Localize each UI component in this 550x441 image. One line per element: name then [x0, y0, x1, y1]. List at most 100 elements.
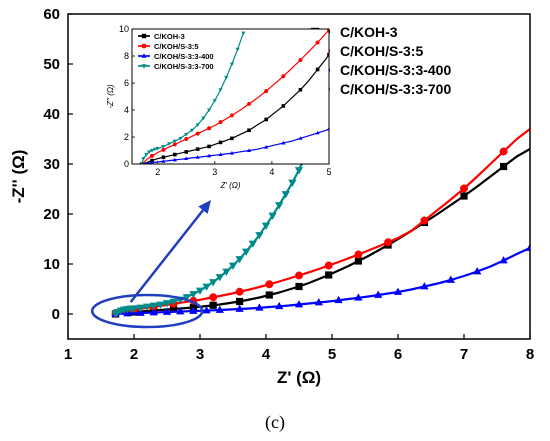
legend-marker-c-koh-s-3-3-700 [141, 64, 147, 69]
main-series-c-koh-s-3-5-point [295, 271, 303, 280]
inset-series-c-koh-3-point [247, 128, 251, 133]
inset-series-c-koh-s-3-3-700-point [189, 128, 195, 133]
inset-series-c-koh-s-3-3-700-point [144, 153, 149, 157]
main-series-c-koh-s-3-3-700-point [281, 191, 290, 199]
main-y-tick-label: 0 [52, 306, 60, 323]
main-series-c-koh-s-3-3-700-point [149, 302, 158, 310]
main-series-c-koh-s-3-5-point [324, 261, 333, 270]
inset-x-axis-title: Z' (Ω) [219, 181, 240, 190]
inset-series-c-koh-3-point [327, 52, 329, 57]
main-series-c-koh-s-3-3-400 [111, 243, 530, 317]
main-series-group [111, 128, 530, 319]
main-series-c-koh-s-3-3-700-point [209, 279, 218, 287]
inset-series-c-koh-s-3-3-700-point [218, 88, 223, 92]
main-series-c-koh-s-3-3-700-point [255, 232, 264, 240]
main-series-c-koh-s-3-3-700-point [222, 268, 231, 276]
main-series-c-koh-s-3-3-400-point [446, 275, 455, 283]
main-y-tick-label: 60 [43, 6, 60, 23]
inset-y-tick-label: 2 [124, 132, 129, 142]
main-series-c-koh-s-3-5-point [209, 293, 218, 302]
main-series-c-koh-s-3-3-700-point [228, 262, 238, 270]
main-y-tick-label: 20 [43, 206, 60, 223]
inset-x-tick-label: 2 [155, 167, 160, 177]
inset-series-c-koh-3-point [184, 150, 189, 154]
main-series-c-koh-s-3-3-400-point [393, 287, 403, 295]
inset-series-c-koh-s-3-5-point [281, 74, 286, 79]
legend-label-c-koh-s-3-5: C/KOH/S-3:5 [154, 42, 199, 51]
main-x-tick-label: 1 [64, 346, 72, 363]
legend-label-c-koh-3: C/KOH-3 [154, 32, 185, 41]
inset-series-c-koh-3-point [230, 136, 234, 141]
inset-series-c-koh-s-3-5-point [298, 58, 303, 63]
inset-plot-frame [131, 28, 330, 165]
inset-series-c-koh-s-3-3-400-point [172, 157, 177, 162]
main-series-c-koh-s-3-5-point [265, 280, 274, 289]
main-series-c-koh-s-3-3-400-point [235, 304, 244, 312]
inset-series-c-koh-s-3-3-400-point [246, 148, 252, 152]
inset-series-c-koh-s-3-3-400-point [281, 140, 286, 145]
inset-x-tick-label: 4 [269, 167, 274, 177]
inset-series-c-koh-3-point [218, 140, 223, 145]
main-series-c-koh-s-3-3-400-point [202, 306, 211, 314]
main-series-c-koh-s-3-3-400-point [294, 300, 304, 308]
main-x-tick-label: 7 [460, 346, 468, 363]
inset-background [132, 29, 329, 164]
main-series-c-koh-s-3-3-700-point [294, 167, 304, 175]
main-series-c-koh-s-3-3-700-point [202, 283, 211, 291]
main-series-c-koh-s-3-3-700-point [215, 274, 224, 282]
main-series-c-koh-s-3-3-400-point [354, 293, 363, 301]
main-series-c-koh-s-3-3-700-point [242, 248, 251, 256]
inset-series-c-koh-s-3-3-700-point [141, 157, 146, 161]
main-series-c-koh-s-3-3-400-point [334, 295, 343, 304]
inset-series-c-koh-s-3-3-700-point [161, 145, 166, 149]
main-series-c-koh-3-point [295, 282, 303, 291]
inset-y-tick-label: 10 [119, 24, 129, 34]
inset-series-c-koh-s-3-3-700-point [212, 99, 217, 103]
inset-series-c-koh-s-3-5-point [207, 126, 212, 131]
inset-series-c-koh-s-3-3-400-point [229, 151, 234, 155]
zoom-arrow [129, 209, 204, 303]
legend-label-c-koh-s-3-5: C/KOH/S-3:5 [340, 43, 423, 59]
legend-label-c-koh-s-3-3-700: C/KOH/S-3:3-700 [340, 81, 451, 97]
inset-series-c-koh-s-3-3-700-point [201, 116, 206, 121]
main-series-c-koh-3-point [354, 257, 362, 265]
inset-legend: C/KOH-3C/KOH/S-3:5C/KOH/S-3:3-400C/KOH/S… [138, 32, 214, 71]
inset-y-tick-label: 0 [124, 159, 129, 169]
inset-series-c-koh-s-3-5-point [150, 153, 154, 158]
legend-label-c-koh-s-3-3-400: C/KOH/S-3:3-400 [340, 62, 451, 78]
main-series-c-koh-s-3-5-point [460, 184, 468, 193]
main-series-c-koh-s-3-3-400-point [275, 301, 284, 310]
main-x-tick-label: 4 [262, 346, 271, 363]
main-series-c-koh-s-3-3-700-point [162, 300, 172, 308]
main-series-c-koh-s-3-3-400-point [149, 308, 158, 316]
main-series-c-koh-s-3-3-400-point [499, 256, 508, 264]
main-series-c-koh-s-3-3-700-point [261, 222, 271, 230]
main-series-c-koh-s-3-5-line [115, 128, 530, 316]
main-y-axis-title: -Z'' (Ω) [9, 150, 28, 204]
main-series-c-koh-s-3-3-700-point [275, 202, 284, 210]
inset-series-c-koh-s-3-3-400-point [184, 156, 189, 161]
main-x-tick-label: 5 [328, 346, 336, 363]
inset-series-c-koh-3-point [281, 104, 286, 108]
main-y-tick-label: 40 [43, 106, 60, 123]
inset-series-c-koh-s-3-5-point [247, 101, 252, 106]
inset-series-c-koh-s-3-3-400-point [298, 136, 303, 140]
inset-series-c-koh-3-point [315, 67, 320, 72]
legend-marker-c-koh-3 [141, 33, 147, 39]
main-plot-frame [67, 13, 531, 340]
inset-series-c-koh-s-3-3-700-point [224, 76, 229, 80]
main-x-tick-label: 2 [130, 346, 138, 363]
inset-series-c-koh-s-3-5-point [315, 40, 320, 45]
main-series-c-koh-s-3-3-400-point [314, 298, 323, 306]
inset-series-c-koh-s-3-3-700-point [195, 123, 200, 128]
inset-series-c-koh-s-3-5-point [229, 113, 234, 118]
main-series-c-koh-s-3-3-400-point [473, 267, 482, 275]
inset-series-c-koh-s-3-5-point [172, 142, 177, 147]
legend-marker-c-koh-s-3-5 [141, 43, 147, 49]
inset-series-c-koh-3-point [173, 152, 177, 157]
inset-series-c-koh-3-point [207, 144, 211, 149]
inset-series-c-koh-s-3-5-point [218, 120, 223, 125]
